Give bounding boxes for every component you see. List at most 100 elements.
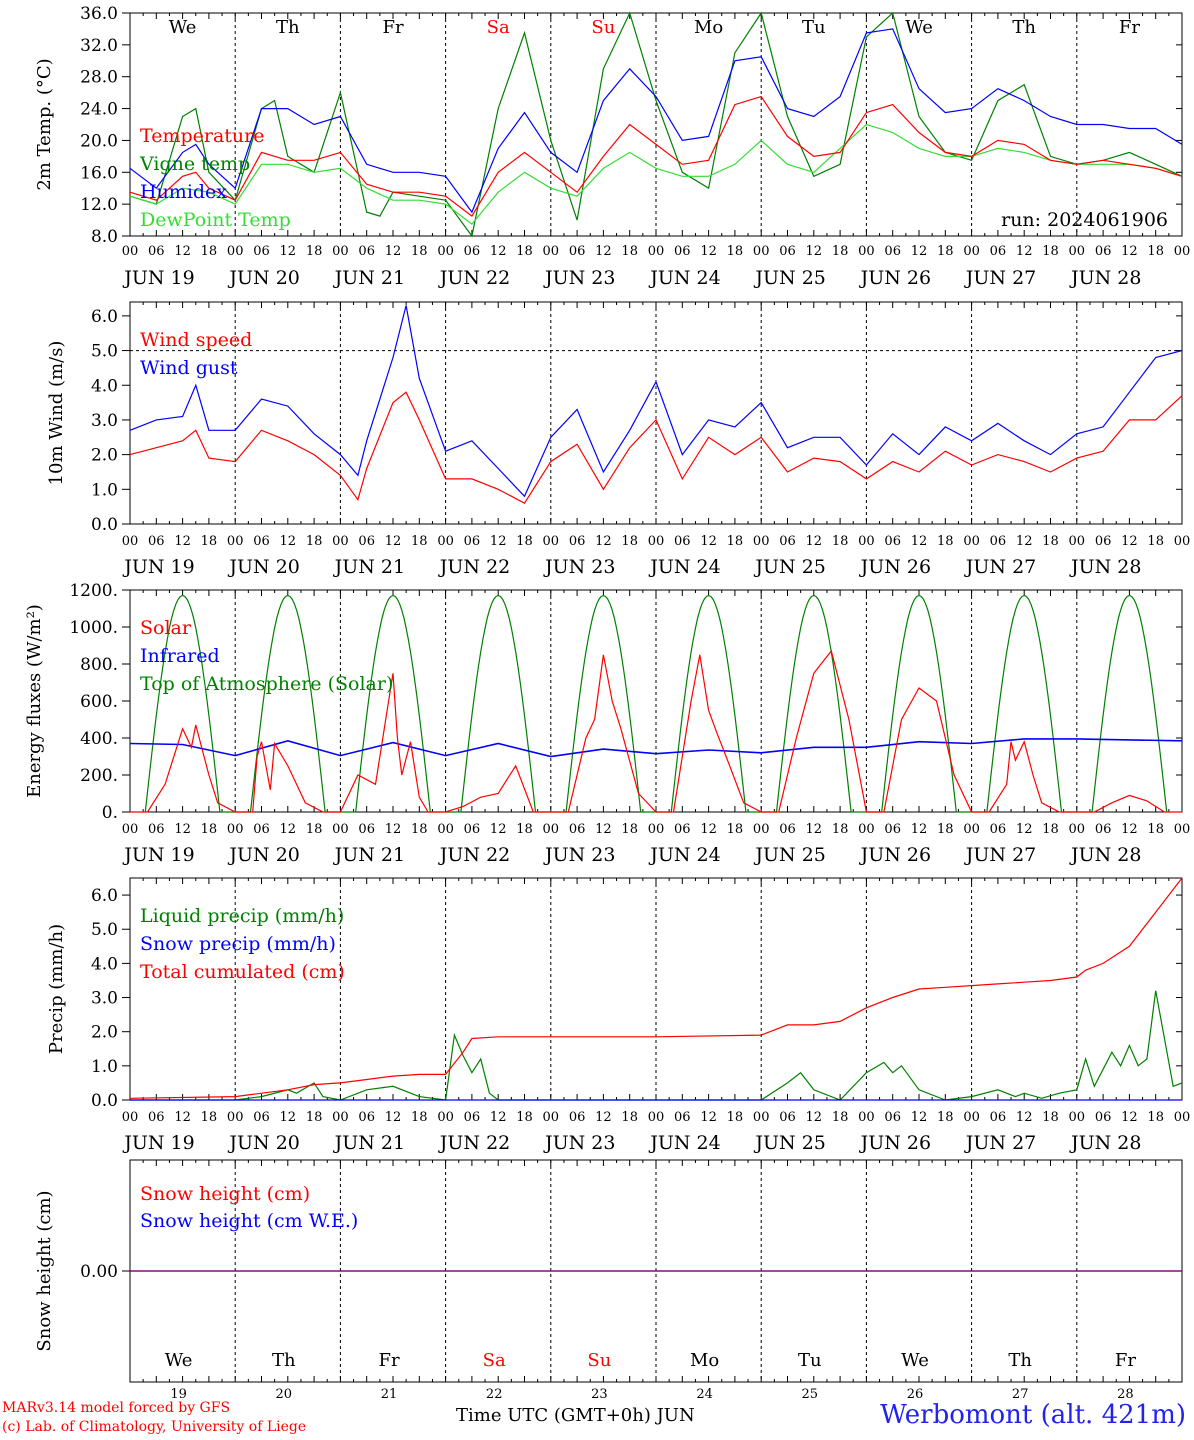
y-tick-label: 20.0 — [80, 131, 118, 151]
day-label: Th — [1012, 17, 1036, 38]
x-hour-tick-label: 18 — [516, 1110, 533, 1125]
x-hour-tick-label: 18 — [937, 244, 954, 259]
x-hour-tick-label: 00 — [437, 244, 454, 259]
x-hour-tick-label: 18 — [727, 1110, 744, 1125]
x-hour-tick-label: 12 — [385, 1110, 402, 1125]
x-hour-tick-label: 06 — [1095, 1110, 1112, 1125]
bottom-date-label: 19 — [170, 1387, 187, 1402]
y-tick-label: 16.0 — [80, 163, 118, 183]
x-date-label: JUN 28 — [1069, 556, 1141, 578]
x-hour-tick-label: 12 — [490, 1110, 507, 1125]
series-line — [129, 11, 1183, 238]
x-date-label: JUN 19 — [122, 556, 194, 578]
x-hour-tick-label: 18 — [621, 534, 638, 549]
x-hour-tick-label: 06 — [148, 822, 165, 837]
day-label: We — [165, 1350, 193, 1371]
x-hour-tick-label: 00 — [963, 244, 980, 259]
y-tick-label: 200. — [80, 766, 118, 786]
x-hour-tick-label: 06 — [990, 1110, 1007, 1125]
y-tick-label: 4.0 — [91, 376, 118, 396]
x-date-label: JUN 24 — [648, 556, 720, 578]
x-hour-tick-label: 00 — [543, 1110, 560, 1125]
x-hour-tick-label: 00 — [122, 534, 139, 549]
x-date-label: JUN 26 — [859, 267, 931, 289]
x-hour-tick-label: 06 — [148, 244, 165, 259]
x-hour-tick-label: 06 — [569, 244, 586, 259]
x-date-label: JUN 25 — [753, 556, 825, 578]
x-hour-tick-label: 00 — [648, 534, 665, 549]
y-axis-title: 10m Wind (m/s) — [46, 341, 67, 486]
day-label: Tu — [798, 1350, 822, 1371]
x-date-label: JUN 25 — [753, 844, 825, 866]
x-hour-tick-label: 18 — [306, 534, 323, 549]
x-hour-tick-label: 06 — [779, 822, 796, 837]
x-hour-tick-label: 12 — [385, 244, 402, 259]
model-credit: MARv3.14 model forced by GFS — [2, 1400, 231, 1416]
x-hour-tick-label: 18 — [832, 534, 849, 549]
x-hour-tick-label: 12 — [1016, 822, 1033, 837]
x-hour-tick-label: 06 — [674, 534, 691, 549]
x-hour-tick-label: 06 — [674, 244, 691, 259]
x-hour-tick-label: 18 — [1042, 822, 1059, 837]
x-hour-tick-label: 18 — [727, 244, 744, 259]
x-hour-tick-label: 12 — [806, 1110, 823, 1125]
legend-entry: Snow height (cm W.E.) — [140, 1210, 358, 1232]
y-tick-label: 5.0 — [91, 920, 118, 940]
x-hour-tick-label: 00 — [437, 534, 454, 549]
x-hour-tick-label: 00 — [1069, 822, 1086, 837]
x-hour-tick-label: 18 — [832, 822, 849, 837]
x-hour-tick-label: 00 — [858, 1110, 875, 1125]
x-hour-tick-label: 12 — [1121, 534, 1138, 549]
x-hour-tick-label: 00 — [332, 1110, 349, 1125]
x-axis-title: Time UTC (GMT+0h) JUN — [456, 1405, 695, 1426]
bottom-date-label: 21 — [381, 1387, 398, 1402]
y-tick-label: 12.0 — [80, 195, 118, 215]
legend-entry: Infrared — [140, 645, 220, 667]
x-hour-tick-label: 06 — [464, 534, 481, 549]
day-label: Th — [1008, 1350, 1032, 1371]
x-hour-tick-label: 06 — [464, 1110, 481, 1125]
y-axis-title: Snow height (cm) — [34, 1190, 55, 1351]
x-hour-tick-label: 18 — [937, 822, 954, 837]
series-line — [130, 649, 1182, 813]
x-hour-tick-label: 06 — [990, 244, 1007, 259]
x-hour-tick-label: 12 — [490, 244, 507, 259]
x-date-label: JUN 24 — [648, 1132, 720, 1154]
x-hour-tick-label: 18 — [201, 1110, 218, 1125]
x-hour-tick-label: 06 — [253, 1110, 270, 1125]
x-hour-tick-label: 00 — [543, 822, 560, 837]
x-date-label: JUN 20 — [227, 1132, 299, 1154]
x-date-label: JUN 26 — [859, 556, 931, 578]
bottom-date-label: 20 — [276, 1387, 293, 1402]
x-hour-tick-label: 18 — [516, 534, 533, 549]
x-hour-tick-label: 00 — [122, 1110, 139, 1125]
x-hour-tick-label: 00 — [1069, 1110, 1086, 1125]
y-tick-label: 8.0 — [91, 227, 118, 247]
x-hour-tick-label: 18 — [1147, 534, 1164, 549]
legend-entry: Total cumulated (cm) — [140, 961, 345, 983]
day-label: Th — [276, 17, 300, 38]
x-hour-tick-label: 12 — [700, 822, 717, 837]
x-date-label: JUN 24 — [648, 267, 720, 289]
x-hour-tick-label: 00 — [227, 534, 244, 549]
x-date-label: JUN 21 — [333, 844, 405, 866]
x-hour-tick-label: 18 — [306, 822, 323, 837]
x-hour-tick-label: 06 — [464, 822, 481, 837]
x-hour-tick-label: 12 — [174, 1110, 191, 1125]
x-date-label: JUN 28 — [1069, 1132, 1141, 1154]
x-date-label: JUN 23 — [543, 1132, 615, 1154]
y-tick-label: 2.0 — [91, 446, 118, 466]
x-hour-tick-label: 00 — [963, 1110, 980, 1125]
x-hour-tick-label: 12 — [700, 1110, 717, 1125]
y-tick-label: 3.0 — [91, 411, 118, 431]
y-tick-label: 32.0 — [80, 36, 118, 56]
x-hour-tick-label: 12 — [1016, 244, 1033, 259]
x-hour-tick-label: 12 — [1121, 244, 1138, 259]
x-hour-tick-label: 06 — [464, 244, 481, 259]
x-date-label: JUN 19 — [122, 267, 194, 289]
x-hour-tick-label: 18 — [1147, 244, 1164, 259]
y-tick-label: 24.0 — [80, 100, 118, 120]
x-hour-tick-label: 06 — [569, 822, 586, 837]
x-date-label: JUN 20 — [227, 267, 299, 289]
